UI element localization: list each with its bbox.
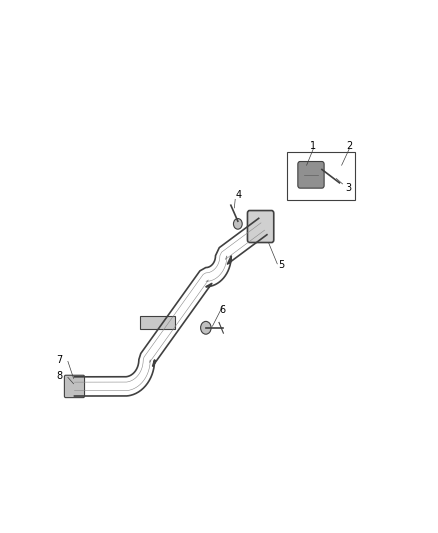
Text: 1: 1 (310, 141, 316, 150)
Text: 6: 6 (219, 305, 226, 315)
Text: 4: 4 (236, 190, 242, 200)
FancyBboxPatch shape (247, 211, 274, 243)
Text: 5: 5 (279, 260, 285, 270)
Text: 7: 7 (56, 355, 62, 365)
Text: 8: 8 (56, 371, 62, 381)
Bar (140, 316, 175, 329)
Circle shape (233, 219, 242, 229)
FancyBboxPatch shape (298, 161, 324, 188)
FancyBboxPatch shape (64, 375, 85, 398)
Bar (287, 152, 355, 200)
Text: 2: 2 (346, 141, 352, 150)
Text: 3: 3 (345, 183, 351, 192)
Circle shape (201, 321, 211, 334)
